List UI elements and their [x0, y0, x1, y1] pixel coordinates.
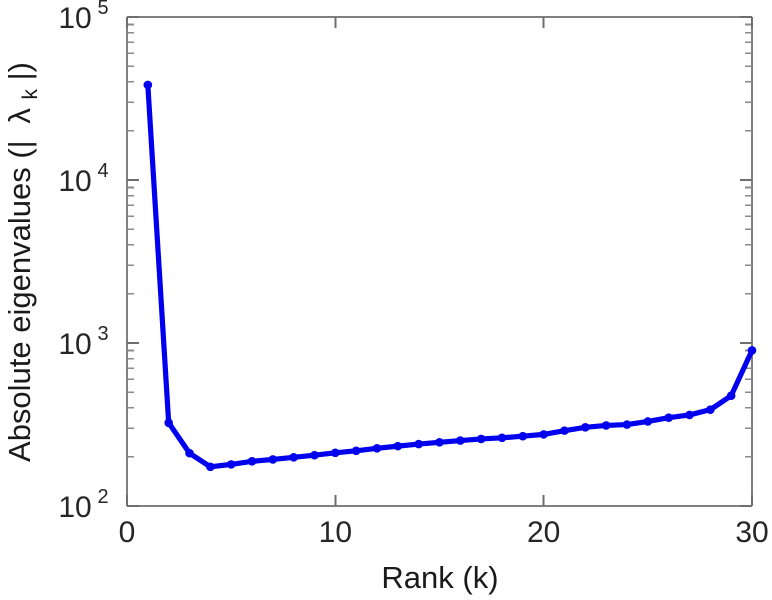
data-point: [664, 413, 673, 423]
x-axis-label: Rank (k): [381, 560, 498, 595]
y-tick-base: 10: [58, 328, 91, 361]
y-axis-label-sub: k: [19, 89, 42, 100]
data-point: [164, 418, 173, 428]
y-tick-label: 10 5: [58, 0, 108, 35]
data-point: [518, 431, 528, 441]
x-axis-ticks: [126, 17, 753, 506]
data-point: [289, 452, 298, 462]
y-tick-label: 10 4: [58, 160, 108, 198]
x-tick-label: 30: [735, 516, 768, 549]
y-tick-base: 10: [58, 165, 91, 198]
y-axis-label-group: Absolute eigenvalues (| λ k |): [2, 62, 44, 462]
data-point: [393, 441, 403, 451]
x-tick-label: 20: [527, 516, 560, 549]
data-point: [185, 448, 194, 458]
data-point: [476, 434, 486, 444]
data-point: [643, 417, 653, 426]
data-series-line: [145, 82, 755, 470]
x-tick-label: 10: [319, 516, 352, 549]
data-point: [331, 448, 340, 458]
data-point: [268, 455, 278, 464]
data-point: [601, 421, 611, 430]
data-point: [351, 446, 361, 456]
y-tick-label: 10 2: [58, 486, 108, 524]
y-tick-base: 10: [58, 2, 91, 35]
y-tick-label: 10 3: [58, 323, 108, 361]
data-point: [247, 457, 257, 466]
data-point: [310, 450, 319, 460]
y-tick-exponent: 3: [97, 323, 108, 345]
data-series-markers: [143, 80, 757, 472]
y-axis-label-lambda: λ: [2, 108, 37, 124]
data-point: [581, 422, 590, 432]
y-tick-exponent: 4: [97, 160, 108, 182]
y-tick-exponent: 2: [97, 486, 108, 508]
y-tick-base: 10: [58, 491, 91, 524]
y-axis-label-main: Absolute eigenvalues (|: [2, 140, 37, 462]
data-point: [206, 462, 215, 472]
data-point: [497, 433, 507, 443]
x-tick-label: 0: [119, 516, 136, 549]
y-axis-label: Absolute eigenvalues (| λ k |): [2, 62, 44, 462]
data-point: [414, 439, 423, 449]
y-tick-exponent: 5: [97, 0, 108, 19]
data-point: [372, 443, 382, 453]
data-point: [143, 80, 153, 90]
axes-frame: [125, 15, 754, 508]
y-axis-label-tail: |): [2, 62, 37, 80]
data-point: [435, 437, 444, 447]
data-point: [560, 426, 569, 435]
y-axis-ticks: [127, 16, 752, 507]
data-point: [226, 460, 236, 469]
data-point: [685, 410, 694, 420]
data-point: [456, 436, 465, 445]
x-tick-labels: 0 10 20 30: [119, 516, 769, 549]
data-point: [726, 391, 736, 401]
data-point: [747, 346, 757, 355]
y-tick-labels: 10 5 10 4 10 3 10 2: [58, 0, 108, 524]
data-point: [539, 430, 548, 439]
data-point: [622, 420, 632, 429]
data-point: [706, 405, 715, 414]
